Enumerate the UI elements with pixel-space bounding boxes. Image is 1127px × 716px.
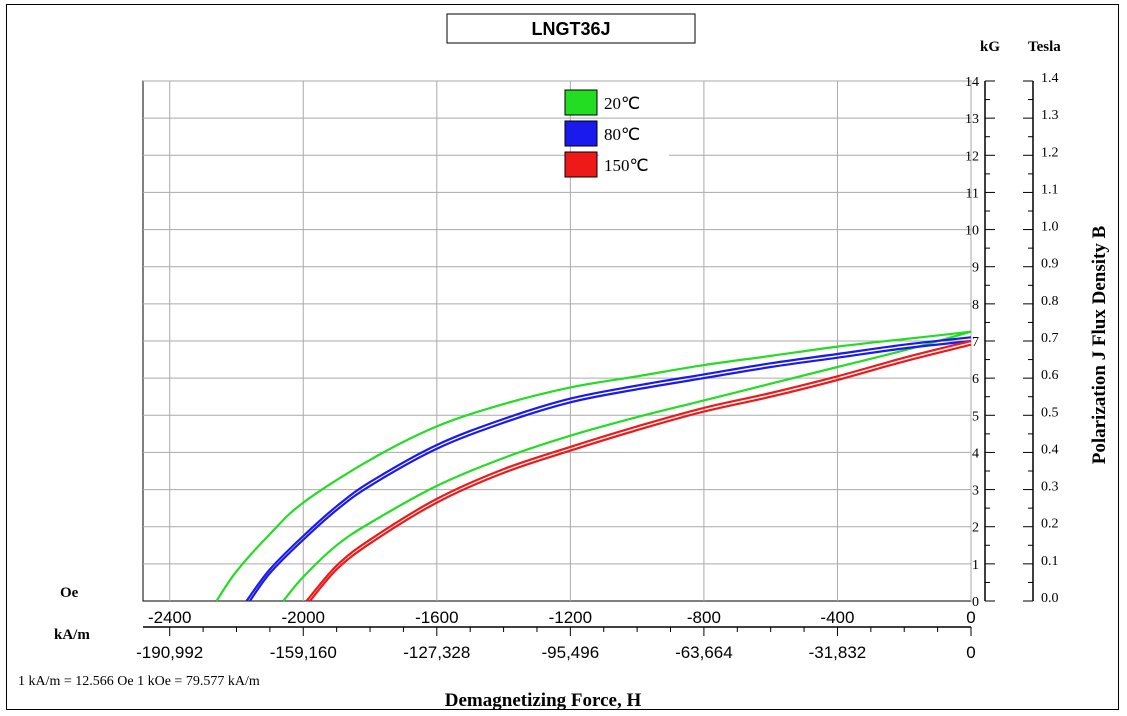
legend-label: 150℃ [604,156,649,175]
y-kg-tick-label: 8 [972,298,979,313]
x2-tick-label: 0 [966,643,975,662]
y-tesla-tick-label: 0.4 [1041,442,1059,457]
y-kg-tick-label: 13 [965,112,979,127]
title-box [446,13,696,44]
x-tick-label: -1200 [549,608,592,627]
legend-swatch [564,120,598,147]
y-tesla-tick-label: 0.6 [1041,368,1059,383]
x2-tick-label: -95,496 [542,643,600,662]
legend-label-bg [599,121,669,146]
axes: -2400 -2000 -1600 -1200 -800 -400 0 -190,992 -15… [136,71,1058,662]
y-kg-tick-label: 10 [965,224,979,239]
y-kg-tick-label: 3 [972,484,979,499]
legend-label: 20℃ [604,94,640,113]
y-kg-tick-label: 0 [972,595,979,610]
y-tesla-tick-label: 0.8 [1041,294,1059,309]
y-kg-tick-label: 11 [966,186,979,201]
x2-tick-label: -190,992 [136,643,203,662]
legend-label: 80℃ [604,125,640,144]
chart-frame [6,4,1119,710]
y-tesla-tick-label: 0.3 [1041,480,1059,495]
x-axis-label: Demagnetizing Force, H [445,690,642,711]
y-tesla-tick-label: 0.0 [1041,591,1059,606]
x-unit-secondary: kA/m [54,627,90,643]
x2-tick-label: -63,664 [675,643,733,662]
y-kg-tick-label: 12 [965,149,979,164]
y-tesla-tick-label: 1.2 [1041,145,1059,160]
y-tesla-tick-label: 0.7 [1041,331,1059,346]
y-kg-tick-label: 5 [972,409,979,424]
y-kg-tick-label: 9 [972,261,979,276]
y-tesla-tick-label: 1.4 [1041,71,1059,86]
curve-series-4 [305,339,972,602]
x2-tick-label: -159,160 [270,643,337,662]
legend-swatch [564,151,598,178]
x-tick-label: -800 [687,608,721,627]
y-tesla-tick-label: 0.2 [1041,517,1059,532]
legend-swatch [564,89,598,116]
x2-tick-label: -127,328 [403,643,470,662]
legend-label-bg [599,90,669,115]
x-tick-label: 0 [966,608,975,627]
y-kg-tick-label: 14 [965,75,979,90]
y-tesla-tick-label: 0.5 [1041,405,1059,420]
y-kg-tick-label: 4 [972,446,979,461]
y-tesla-tick-label: 0.9 [1041,257,1059,272]
y-tesla-tick-label: 1.0 [1041,220,1059,235]
x-tick-label: -1600 [415,608,458,627]
curve-series-2 [245,336,972,602]
x-tick-label: -2000 [282,608,325,627]
y-tesla-tick-label: 1.3 [1041,108,1059,123]
x-tick-label: -400 [820,608,854,627]
curve-series-3 [248,339,972,602]
y-unit-left: kG [980,39,1000,55]
y-kg-tick-label: 6 [972,372,979,387]
conversion-note: 1 kA/m = 12.566 Oe 1 kOe = 79.577 kA/m [18,674,260,689]
y-axis-label: Polarization J Flux Density B [1089,225,1110,464]
y-tesla-tick-label: 1.1 [1041,182,1059,197]
y-unit-right: Tesla [1028,39,1061,55]
y-kg-tick-label: 7 [972,335,979,350]
curves [215,330,972,602]
x2-tick-label: -31,832 [809,643,867,662]
y-kg-tick-label: 1 [972,558,979,573]
y-tesla-tick-label: 0.1 [1041,554,1059,569]
curve-series-1 [282,330,972,602]
legend: 20℃ 80℃ 150℃ [564,89,669,178]
chart-title: LNGT36J [531,19,610,39]
x-tick-label: -2400 [148,608,191,627]
x-unit-primary: Oe [60,585,79,601]
curve-series-5 [309,343,972,602]
curve-series-0 [215,330,972,602]
y-kg-tick-label: 2 [972,521,979,536]
legend-label-bg [599,152,669,177]
